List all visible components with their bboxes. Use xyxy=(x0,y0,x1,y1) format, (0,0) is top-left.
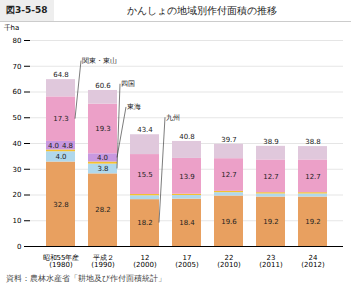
svg-text:0: 0 xyxy=(17,243,21,251)
svg-text:43.4: 43.4 xyxy=(137,126,153,134)
svg-text:30: 30 xyxy=(13,165,22,173)
svg-text:32.8: 32.8 xyxy=(53,201,69,209)
svg-text:12(2000): 12(2000) xyxy=(133,254,157,269)
svg-text:4.0: 4.0 xyxy=(97,154,108,162)
svg-text:15.5: 15.5 xyxy=(137,171,153,179)
svg-text:19.2: 19.2 xyxy=(263,218,279,226)
svg-text:18.4: 18.4 xyxy=(179,219,195,227)
svg-text:38.9: 38.9 xyxy=(263,138,279,146)
svg-text:昭和55年産(1980): 昭和55年産(1980) xyxy=(43,254,80,269)
svg-text:12.7: 12.7 xyxy=(221,171,237,179)
svg-text:九州: 九州 xyxy=(166,114,180,122)
svg-text:70: 70 xyxy=(13,62,22,70)
svg-text:3.8: 3.8 xyxy=(97,165,108,173)
svg-text:12.7: 12.7 xyxy=(305,173,321,181)
svg-text:千ha: 千ha xyxy=(4,24,20,32)
svg-text:40: 40 xyxy=(13,140,22,148)
svg-text:17.3: 17.3 xyxy=(53,115,69,123)
svg-text:12.7: 12.7 xyxy=(263,173,279,181)
svg-text:60: 60 xyxy=(13,88,22,96)
svg-text:28.2: 28.2 xyxy=(95,206,111,214)
svg-text:22(2010): 22(2010) xyxy=(217,254,241,269)
svg-text:18.2: 18.2 xyxy=(137,219,153,227)
svg-text:四国: 四国 xyxy=(121,80,135,88)
svg-text:80: 80 xyxy=(13,37,22,45)
svg-text:19.2: 19.2 xyxy=(305,218,321,226)
svg-text:19.3: 19.3 xyxy=(95,125,111,133)
html-text:かんしょの地域別作付面積の推移: かんしょの地域別作付面積の推移 xyxy=(127,4,278,16)
svg-text:39.7: 39.7 xyxy=(221,136,237,144)
svg-text:40.8: 40.8 xyxy=(179,133,195,141)
svg-text:17(2005): 17(2005) xyxy=(175,254,199,269)
svg-text:4.0: 4.0 xyxy=(48,142,59,150)
svg-text:4.0: 4.0 xyxy=(55,153,66,161)
svg-text:4.8: 4.8 xyxy=(62,142,73,150)
svg-text:19.6: 19.6 xyxy=(221,218,237,226)
html-text:図3-5-58: 図3-5-58 xyxy=(6,5,48,15)
svg-text:64.8: 64.8 xyxy=(53,71,69,79)
svg-text:東海: 東海 xyxy=(127,103,141,111)
svg-text:24(2012): 24(2012) xyxy=(301,254,325,269)
html-text:資料：農林水産省「耕地及び作付面積統計」: 資料：農林水産省「耕地及び作付面積統計」 xyxy=(6,274,166,283)
svg-text:38.8: 38.8 xyxy=(305,138,321,146)
svg-text:10: 10 xyxy=(13,217,22,225)
svg-text:関東・東山: 関東・東山 xyxy=(82,57,117,65)
svg-text:23(2011): 23(2011) xyxy=(259,254,283,269)
svg-text:13.9: 13.9 xyxy=(179,173,195,181)
svg-text:60.6: 60.6 xyxy=(95,82,111,90)
svg-text:20: 20 xyxy=(13,191,22,199)
svg-text:50: 50 xyxy=(13,114,22,122)
svg-text:平成２(1990): 平成２(1990) xyxy=(91,254,115,269)
